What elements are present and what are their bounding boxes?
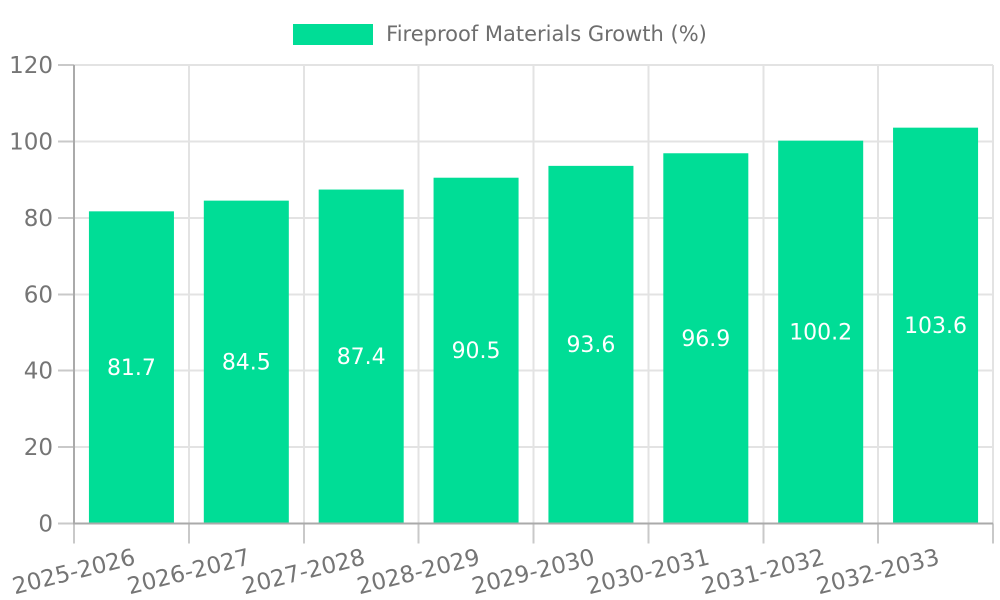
bar-value-label: 81.7 bbox=[107, 356, 156, 381]
x-tick-label: 2026-2027 bbox=[125, 545, 253, 600]
y-tick-label: 120 bbox=[9, 53, 53, 79]
bar-value-label: 96.9 bbox=[681, 327, 730, 352]
y-tick-label: 60 bbox=[24, 282, 53, 308]
y-tick-label: 20 bbox=[24, 435, 53, 461]
bar bbox=[318, 189, 404, 524]
y-tick-label: 40 bbox=[24, 359, 53, 385]
bar bbox=[203, 200, 289, 524]
x-tick-label: 2029-2030 bbox=[469, 545, 597, 600]
x-tick-label: 2025-2026 bbox=[10, 545, 138, 600]
x-tick-label: 2028-2029 bbox=[355, 545, 483, 600]
bar-value-label: 103.6 bbox=[904, 314, 967, 339]
bar-value-label: 93.6 bbox=[566, 333, 615, 358]
bar bbox=[88, 211, 174, 524]
x-tick-label: 2027-2028 bbox=[240, 545, 368, 600]
bar bbox=[778, 140, 864, 524]
x-tick-label: 2031-2032 bbox=[699, 545, 827, 600]
bar-value-label: 87.4 bbox=[337, 345, 386, 370]
bar bbox=[893, 127, 979, 524]
bar-value-label: 100.2 bbox=[789, 321, 852, 346]
bar bbox=[663, 153, 749, 524]
bar-value-label: 90.5 bbox=[452, 339, 501, 364]
x-tick-label: 2032-2033 bbox=[814, 545, 942, 600]
x-tick-label: 2030-2031 bbox=[584, 545, 712, 600]
bar bbox=[548, 165, 634, 524]
y-tick-label: 100 bbox=[9, 129, 53, 155]
bar-value-label: 84.5 bbox=[222, 351, 271, 376]
bar bbox=[433, 177, 519, 524]
y-tick-label: 0 bbox=[38, 512, 53, 538]
y-tick-label: 80 bbox=[24, 206, 53, 232]
